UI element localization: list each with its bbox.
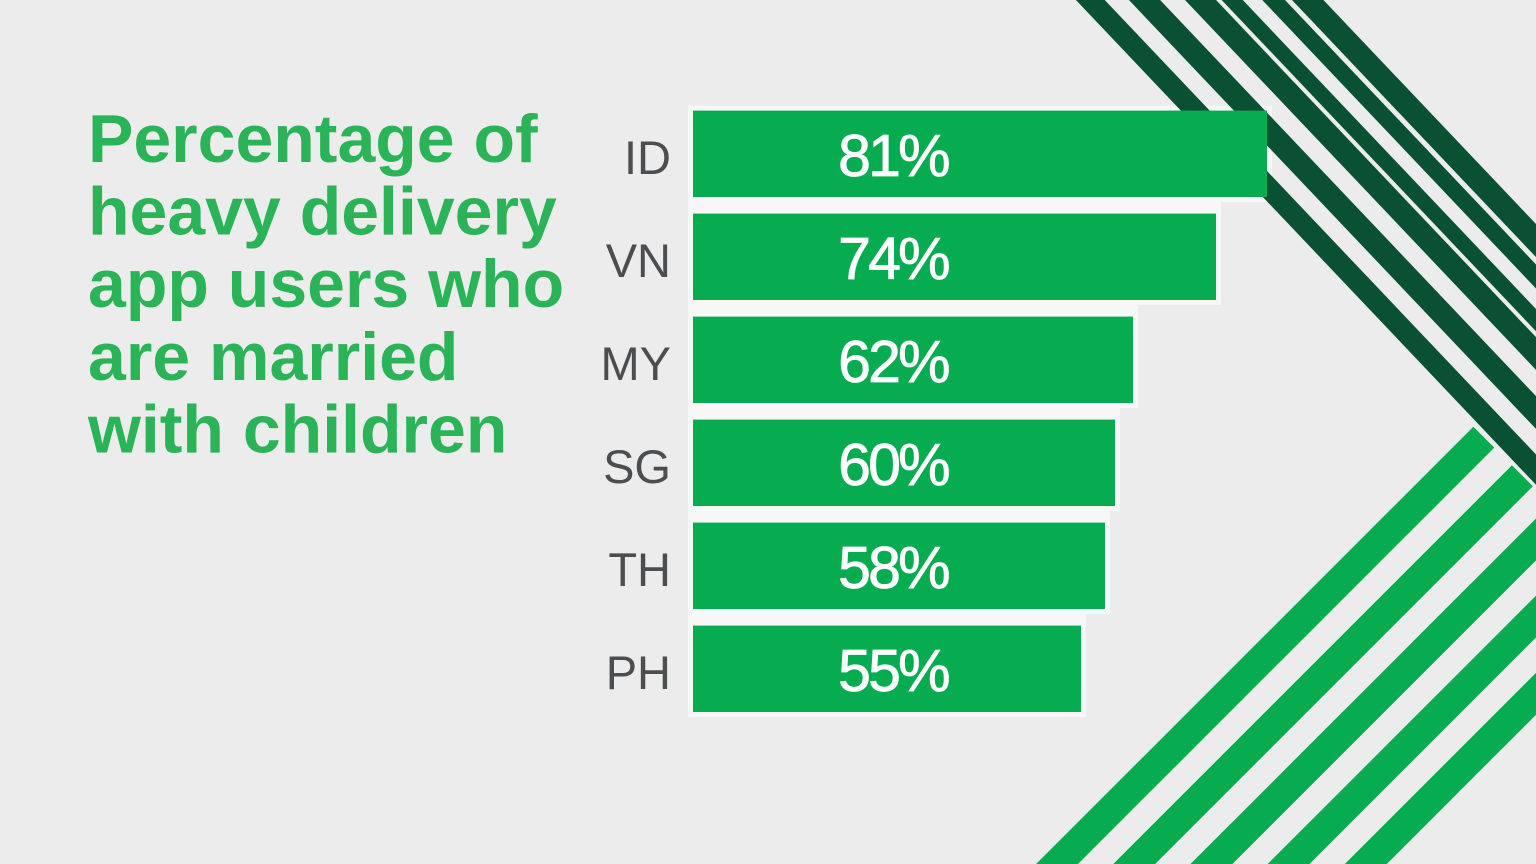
svg-text:58%: 58%: [838, 535, 949, 601]
svg-text:with children: with children: [87, 391, 507, 467]
svg-text:app users who: app users who: [88, 246, 564, 322]
svg-text:Percentage of: Percentage of: [88, 101, 538, 177]
svg-text:81%: 81%: [838, 123, 949, 189]
svg-text:are married: are married: [88, 319, 458, 395]
svg-text:VN: VN: [606, 234, 671, 287]
svg-text:PH: PH: [606, 646, 671, 699]
svg-text:74%: 74%: [838, 226, 949, 292]
svg-text:55%: 55%: [838, 638, 949, 704]
svg-text:SG: SG: [603, 440, 671, 493]
svg-text:ID: ID: [624, 131, 671, 184]
svg-text:62%: 62%: [838, 329, 949, 395]
svg-text:60%: 60%: [838, 432, 949, 498]
svg-text:heavy delivery: heavy delivery: [88, 174, 557, 250]
svg-text:TH: TH: [608, 543, 671, 596]
svg-text:MY: MY: [601, 337, 672, 390]
